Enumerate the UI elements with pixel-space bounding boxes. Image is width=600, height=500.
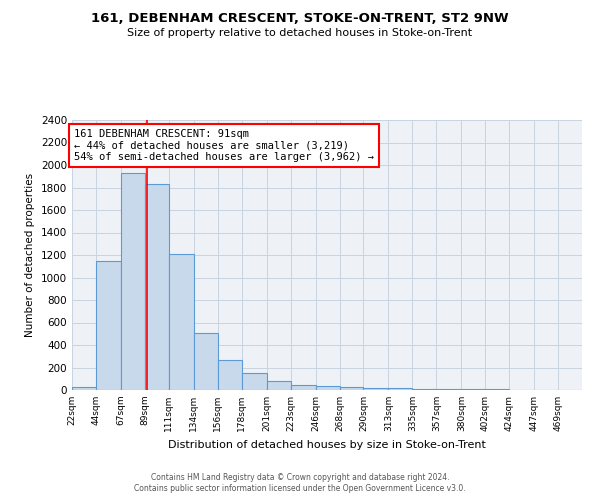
Bar [266, 381, 290, 390]
Bar [72, 387, 96, 390]
Bar [145, 184, 169, 390]
Y-axis label: Number of detached properties: Number of detached properties [25, 173, 35, 337]
Bar [388, 388, 412, 390]
Text: 161, DEBENHAM CRESCENT, STOKE-ON-TRENT, ST2 9NW: 161, DEBENHAM CRESCENT, STOKE-ON-TRENT, … [91, 12, 509, 26]
Bar [169, 254, 194, 390]
Bar [364, 388, 388, 390]
Bar [436, 389, 461, 390]
Bar [121, 173, 145, 390]
Text: Contains HM Land Registry data © Crown copyright and database right 2024.: Contains HM Land Registry data © Crown c… [151, 472, 449, 482]
Text: Contains public sector information licensed under the Open Government Licence v3: Contains public sector information licen… [134, 484, 466, 493]
Bar [316, 386, 340, 390]
Bar [242, 372, 266, 390]
Bar [96, 260, 121, 390]
Text: Size of property relative to detached houses in Stoke-on-Trent: Size of property relative to detached ho… [127, 28, 473, 38]
Text: 161 DEBENHAM CRESCENT: 91sqm
← 44% of detached houses are smaller (3,219)
54% of: 161 DEBENHAM CRESCENT: 91sqm ← 44% of de… [74, 129, 374, 162]
Bar [412, 388, 436, 390]
Bar [218, 360, 242, 390]
X-axis label: Distribution of detached houses by size in Stoke-on-Trent: Distribution of detached houses by size … [168, 440, 486, 450]
Bar [194, 332, 218, 390]
Bar [290, 385, 316, 390]
Bar [340, 387, 364, 390]
